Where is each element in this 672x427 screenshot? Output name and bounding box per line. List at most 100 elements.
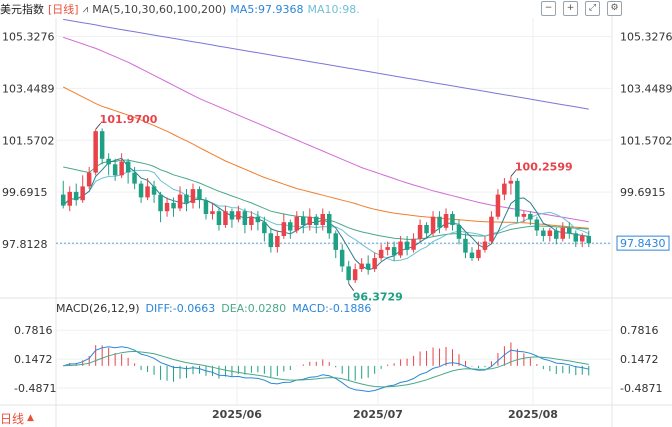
price-tick-label-left: 97.8128 xyxy=(2,238,48,251)
chart-type-icon[interactable]: ⩘ xyxy=(82,3,89,15)
candle-body xyxy=(145,186,150,198)
ma200-line xyxy=(63,18,589,110)
candle-body xyxy=(203,200,209,214)
candle-body xyxy=(138,183,144,198)
price-tick-label-left: 101.5702 xyxy=(2,134,55,147)
price-tick-label-right: 101.5702 xyxy=(620,134,672,147)
price-tick-label-left: 105.3276 xyxy=(2,31,55,44)
macd-diff-line xyxy=(63,346,589,393)
candle-body xyxy=(99,131,105,159)
candle-body xyxy=(171,202,176,209)
last-price-tag xyxy=(616,235,670,251)
candle-body xyxy=(372,258,377,270)
candle-body xyxy=(521,214,527,217)
minus-icon[interactable]: − xyxy=(541,1,556,16)
symbol-name: 美元指数 xyxy=(0,3,44,16)
candle-body xyxy=(515,180,520,217)
candle-body xyxy=(151,186,157,195)
candle-body xyxy=(365,263,371,270)
candle-body xyxy=(417,225,423,239)
candle-body xyxy=(469,252,475,259)
ma30-line xyxy=(63,159,589,240)
axis-labels: 105.3276 105.3276 103.4489 103.4489 101.5702… xyxy=(2,31,672,421)
candle-body xyxy=(320,214,325,225)
candle-body xyxy=(411,238,416,250)
ma60-line xyxy=(62,86,589,229)
ma5-value: MA5:97.9368 xyxy=(230,2,304,16)
candle-body xyxy=(61,194,66,206)
candle-body xyxy=(456,225,462,239)
candle-body xyxy=(541,230,546,236)
price-tick-label-right: 99.6915 xyxy=(620,186,666,199)
time-tick-label: 2025/07 xyxy=(353,408,403,421)
candle-body xyxy=(554,230,559,239)
candle-body xyxy=(346,266,351,281)
price-annotations: 101.9700 96.3729 100.2599 xyxy=(95,113,573,304)
candle-body xyxy=(216,211,222,225)
macd-value: MACD:-0.1886 xyxy=(292,302,372,315)
candle-body xyxy=(495,194,501,217)
triangle-up-icon: ▲ xyxy=(27,413,34,423)
candle-body xyxy=(268,233,274,248)
candle-body xyxy=(73,191,79,201)
candle-body xyxy=(249,216,254,225)
candle-body xyxy=(164,202,170,212)
macd-tick-label-right: -0.4871 xyxy=(620,382,662,395)
candle-body xyxy=(586,236,591,244)
ma10-line xyxy=(62,169,590,262)
candle-body xyxy=(93,131,98,173)
macd-header: MACD(26,12,9) DIFF:-0.0663 DEA:0.0280 MA… xyxy=(56,302,377,315)
macd-diff: DIFF:-0.0663 xyxy=(145,302,216,315)
candle-body xyxy=(307,216,312,225)
chart-header: 美元指数 [日线] ⩘ MA(5,10,30,60,100,200) MA5:9… xyxy=(0,0,364,18)
macd-dea: DEA:0.0280 xyxy=(221,302,287,315)
settings-icon[interactable]: ⚙ xyxy=(607,1,622,16)
candle-body xyxy=(294,216,299,231)
candle-body xyxy=(450,214,455,225)
high-annotation: 101.9700 xyxy=(100,113,158,126)
candle-body xyxy=(288,222,293,231)
candle-body xyxy=(223,211,228,225)
plus-icon[interactable]: + xyxy=(563,1,578,16)
period-tag[interactable]: [日线] xyxy=(48,3,79,16)
candle-body xyxy=(476,249,481,259)
last-price-label: 97.8430 xyxy=(620,237,666,250)
candle-body xyxy=(86,172,92,187)
ma-settings-label[interactable]: MA(5,10,30,60,100,200) xyxy=(92,2,227,16)
candle-body xyxy=(359,263,364,270)
period-selector-label: 日线 xyxy=(0,411,25,426)
candle-body xyxy=(67,191,72,206)
candle-body xyxy=(482,241,488,250)
candle-body xyxy=(125,161,131,173)
candle-body xyxy=(275,236,280,247)
period-selector-button[interactable]: 日线 ▲ xyxy=(0,410,34,426)
candle-body xyxy=(106,158,111,165)
candle-body xyxy=(339,249,345,267)
candle-body xyxy=(404,241,410,250)
macd-tick-label-left: 0.7816 xyxy=(14,324,53,337)
expand-icon[interactable]: ⤢ xyxy=(585,1,600,16)
macd-label[interactable]: MACD(26,12,9) xyxy=(56,302,140,315)
candle-body xyxy=(333,233,338,250)
candle-body xyxy=(158,194,163,212)
candle-body xyxy=(281,222,287,236)
candle-body xyxy=(352,269,358,281)
time-tick-label: 2025/08 xyxy=(508,408,558,421)
price-tick-label-right: 105.3276 xyxy=(620,31,672,44)
candle-body xyxy=(80,186,85,201)
ma5-line xyxy=(62,157,589,271)
candle-body xyxy=(580,236,585,242)
candlesticks xyxy=(61,128,591,284)
candle-body xyxy=(567,227,572,234)
annotation-pointer xyxy=(95,122,101,130)
macd-tick-label-right: 0.1472 xyxy=(620,353,659,366)
candle-body xyxy=(242,211,248,225)
candle-body xyxy=(236,211,241,220)
ma10-value: MA10:98. xyxy=(307,2,360,16)
candle-body xyxy=(443,214,449,228)
moving-average-lines xyxy=(62,18,590,271)
macd-dea-line xyxy=(63,350,589,388)
macd-tick-label-right: 0.7816 xyxy=(620,324,659,337)
